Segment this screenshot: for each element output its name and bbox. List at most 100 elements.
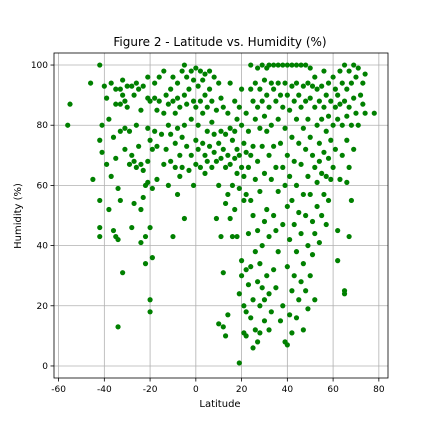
data-point <box>280 164 286 170</box>
data-point <box>202 152 208 158</box>
data-point <box>266 152 272 158</box>
data-point <box>255 158 261 164</box>
data-point <box>200 77 206 83</box>
data-point <box>252 116 258 122</box>
data-point <box>184 101 190 107</box>
data-point <box>129 224 135 231</box>
data-point <box>309 152 316 158</box>
data-point <box>355 65 361 71</box>
data-point <box>209 98 215 104</box>
data-point <box>264 206 270 213</box>
data-point <box>170 98 176 104</box>
data-point <box>307 134 313 140</box>
data-point <box>204 104 210 110</box>
data-point <box>346 68 352 74</box>
data-point <box>126 161 133 167</box>
data-point <box>170 233 176 240</box>
data-point <box>229 182 236 189</box>
data-point <box>202 71 208 77</box>
data-point <box>250 98 256 104</box>
data-point <box>250 297 256 303</box>
data-point <box>328 176 334 182</box>
data-point <box>129 83 135 89</box>
data-point <box>218 233 224 240</box>
data-point <box>307 273 313 279</box>
x-tick-label: -20 <box>143 385 158 395</box>
data-point <box>209 119 215 125</box>
data-point <box>149 146 155 152</box>
data-point <box>174 80 181 86</box>
data-point <box>355 122 361 128</box>
data-point <box>344 113 350 119</box>
data-point <box>165 122 171 128</box>
data-point <box>99 149 105 155</box>
data-point <box>213 215 220 222</box>
data-point <box>232 98 238 104</box>
data-point <box>293 62 300 68</box>
data-point <box>218 95 224 101</box>
data-point <box>275 188 281 195</box>
data-point <box>293 315 300 321</box>
data-point <box>206 68 213 74</box>
data-point <box>204 128 210 134</box>
data-point <box>218 128 224 134</box>
data-point <box>300 327 306 333</box>
data-point <box>225 110 231 116</box>
data-point <box>188 116 194 122</box>
data-point <box>238 122 245 128</box>
data-point <box>332 146 338 152</box>
data-point <box>236 291 242 297</box>
data-point <box>236 185 242 192</box>
data-point <box>330 122 336 128</box>
data-point <box>252 80 258 86</box>
data-point <box>312 164 318 170</box>
data-point <box>291 98 297 104</box>
data-point <box>120 77 126 83</box>
data-point <box>181 215 187 222</box>
data-point <box>236 104 242 110</box>
data-point <box>293 80 300 86</box>
data-point <box>261 318 268 324</box>
data-point <box>243 309 249 315</box>
data-point <box>243 110 249 116</box>
data-point <box>101 83 107 89</box>
data-point <box>238 86 245 92</box>
data-point <box>163 92 169 98</box>
data-point <box>229 233 236 240</box>
data-point <box>115 324 121 330</box>
data-point <box>259 285 265 291</box>
data-point <box>115 185 121 192</box>
data-point <box>110 227 117 234</box>
data-point <box>255 65 261 71</box>
data-point <box>339 152 345 158</box>
data-point <box>314 122 320 128</box>
x-tick-label: -40 <box>97 385 112 395</box>
data-point <box>280 62 286 68</box>
x-tick-label: 60 <box>327 385 339 395</box>
data-point <box>339 80 345 86</box>
data-point <box>348 197 354 204</box>
data-point <box>280 303 286 309</box>
data-point <box>216 80 222 86</box>
data-point <box>314 203 320 210</box>
data-point <box>264 273 270 279</box>
data-point <box>241 140 247 146</box>
data-point <box>131 158 137 164</box>
x-axis-label: Latitude <box>199 399 240 410</box>
data-point <box>341 98 348 104</box>
data-point <box>174 191 181 198</box>
data-point <box>184 143 190 149</box>
data-point <box>335 92 341 98</box>
data-point <box>133 122 139 128</box>
data-point <box>138 239 144 246</box>
data-point <box>273 285 279 291</box>
data-point <box>316 98 322 104</box>
data-point <box>319 116 325 122</box>
data-point <box>117 197 123 204</box>
data-point <box>97 233 103 240</box>
data-point <box>248 264 254 270</box>
data-point <box>161 161 167 167</box>
data-point <box>104 161 110 167</box>
data-point <box>293 116 300 122</box>
